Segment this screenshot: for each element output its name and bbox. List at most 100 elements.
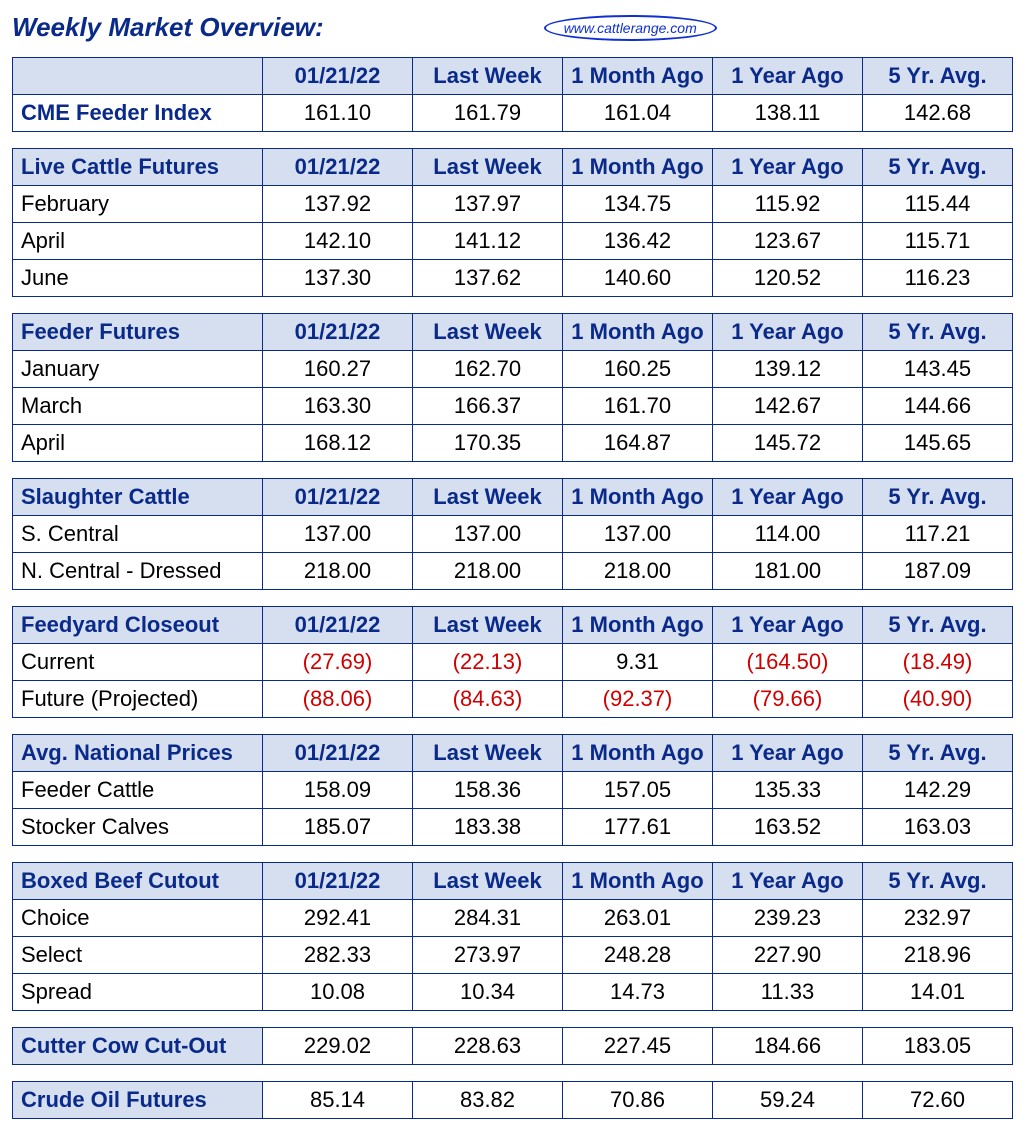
data-cell: 137.62 <box>413 260 563 297</box>
table-row: Current(27.69)(22.13)9.31(164.50)(18.49) <box>13 644 1013 681</box>
data-cell: 158.36 <box>413 772 563 809</box>
col-header: Last Week <box>413 735 563 772</box>
data-cell: 144.66 <box>863 388 1013 425</box>
row-header-label: Slaughter Cattle <box>13 479 263 516</box>
header-row: Weekly Market Overview: www.cattlerange.… <box>12 12 1012 43</box>
table-header-row: Slaughter Cattle01/21/22Last Week1 Month… <box>13 479 1013 516</box>
table-row: Future (Projected)(88.06)(84.63)(92.37)(… <box>13 681 1013 718</box>
table-row: April142.10141.12136.42123.67115.71 <box>13 223 1013 260</box>
table-crude-oil-futures: Crude Oil Futures85.1483.8270.8659.2472.… <box>12 1081 1013 1119</box>
col-header: 5 Yr. Avg. <box>863 479 1013 516</box>
row-label: S. Central <box>13 516 263 553</box>
data-cell: 10.08 <box>263 974 413 1011</box>
table-header-row: Feeder Futures01/21/22Last Week1 Month A… <box>13 314 1013 351</box>
col-header: 5 Yr. Avg. <box>863 149 1013 186</box>
col-header: 5 Yr. Avg. <box>863 607 1013 644</box>
table-cme-feeder-index: 01/21/22Last Week1 Month Ago1 Year Ago5 … <box>12 57 1013 132</box>
table-row: Choice292.41284.31263.01239.23232.97 <box>13 900 1013 937</box>
table-row: N. Central - Dressed218.00218.00218.0018… <box>13 553 1013 590</box>
data-cell: 292.41 <box>263 900 413 937</box>
data-cell: 163.52 <box>713 809 863 846</box>
table-row: February137.92137.97134.75115.92115.44 <box>13 186 1013 223</box>
col-header: 1 Year Ago <box>713 314 863 351</box>
row-header-label: Avg. National Prices <box>13 735 263 772</box>
data-cell: 9.31 <box>563 644 713 681</box>
data-cell: 72.60 <box>863 1082 1013 1119</box>
row-label: Current <box>13 644 263 681</box>
row-label: June <box>13 260 263 297</box>
data-cell: 164.87 <box>563 425 713 462</box>
data-cell: (18.49) <box>863 644 1013 681</box>
col-header: 1 Month Ago <box>563 58 713 95</box>
data-cell: 218.00 <box>263 553 413 590</box>
data-cell: 183.38 <box>413 809 563 846</box>
data-cell: 115.44 <box>863 186 1013 223</box>
data-cell: (88.06) <box>263 681 413 718</box>
row-label: January <box>13 351 263 388</box>
data-cell: 232.97 <box>863 900 1013 937</box>
col-header: 1 Year Ago <box>713 479 863 516</box>
data-cell: 137.00 <box>563 516 713 553</box>
data-cell: 116.23 <box>863 260 1013 297</box>
data-cell: 142.29 <box>863 772 1013 809</box>
data-cell: 142.67 <box>713 388 863 425</box>
data-cell: 137.97 <box>413 186 563 223</box>
col-header: 01/21/22 <box>263 149 413 186</box>
row-label: N. Central - Dressed <box>13 553 263 590</box>
data-cell: 227.45 <box>563 1028 713 1065</box>
col-header: 5 Yr. Avg. <box>863 58 1013 95</box>
table-row: Cutter Cow Cut-Out229.02228.63227.45184.… <box>13 1028 1013 1065</box>
table-row: Feeder Cattle158.09158.36157.05135.33142… <box>13 772 1013 809</box>
col-header: Last Week <box>413 149 563 186</box>
row-label: Cutter Cow Cut-Out <box>13 1028 263 1065</box>
data-cell: 134.75 <box>563 186 713 223</box>
data-cell: 136.42 <box>563 223 713 260</box>
col-header: 1 Year Ago <box>713 863 863 900</box>
data-cell: 139.12 <box>713 351 863 388</box>
row-label: Choice <box>13 900 263 937</box>
source-watermark: www.cattlerange.com <box>544 15 717 41</box>
data-cell: 282.33 <box>263 937 413 974</box>
data-cell: 142.68 <box>863 95 1013 132</box>
data-cell: 83.82 <box>413 1082 563 1119</box>
table-row: Spread10.0810.3414.7311.3314.01 <box>13 974 1013 1011</box>
table-row: March163.30166.37161.70142.67144.66 <box>13 388 1013 425</box>
data-cell: (27.69) <box>263 644 413 681</box>
data-cell: (40.90) <box>863 681 1013 718</box>
data-cell: 181.00 <box>713 553 863 590</box>
data-cell: 10.34 <box>413 974 563 1011</box>
col-header: 01/21/22 <box>263 479 413 516</box>
row-header-label: Live Cattle Futures <box>13 149 263 186</box>
col-header: 1 Month Ago <box>563 149 713 186</box>
data-cell: 137.92 <box>263 186 413 223</box>
col-header: 01/21/22 <box>263 607 413 644</box>
data-cell: 115.92 <box>713 186 863 223</box>
table-row: Stocker Calves185.07183.38177.61163.5216… <box>13 809 1013 846</box>
data-cell: 161.04 <box>563 95 713 132</box>
col-header: Last Week <box>413 863 563 900</box>
data-cell: 184.66 <box>713 1028 863 1065</box>
data-cell: 218.00 <box>413 553 563 590</box>
data-cell: 185.07 <box>263 809 413 846</box>
table-live-cattle-futures: Live Cattle Futures01/21/22Last Week1 Mo… <box>12 148 1013 297</box>
table-header-row: 01/21/22Last Week1 Month Ago1 Year Ago5 … <box>13 58 1013 95</box>
data-cell: 140.60 <box>563 260 713 297</box>
data-cell: 120.52 <box>713 260 863 297</box>
col-header: 01/21/22 <box>263 314 413 351</box>
table-row: Select282.33273.97248.28227.90218.96 <box>13 937 1013 974</box>
data-cell: 157.05 <box>563 772 713 809</box>
data-cell: 117.21 <box>863 516 1013 553</box>
page-title: Weekly Market Overview: <box>12 12 324 43</box>
row-label: Select <box>13 937 263 974</box>
data-cell: 114.00 <box>713 516 863 553</box>
data-cell: 137.30 <box>263 260 413 297</box>
col-header: Last Week <box>413 58 563 95</box>
table-row: Crude Oil Futures85.1483.8270.8659.2472.… <box>13 1082 1013 1119</box>
row-label: CME Feeder Index <box>13 95 263 132</box>
data-cell: 145.65 <box>863 425 1013 462</box>
col-header: Last Week <box>413 314 563 351</box>
col-header: 1 Month Ago <box>563 863 713 900</box>
col-header: 1 Month Ago <box>563 314 713 351</box>
col-header: 1 Year Ago <box>713 735 863 772</box>
table-row: April168.12170.35164.87145.72145.65 <box>13 425 1013 462</box>
